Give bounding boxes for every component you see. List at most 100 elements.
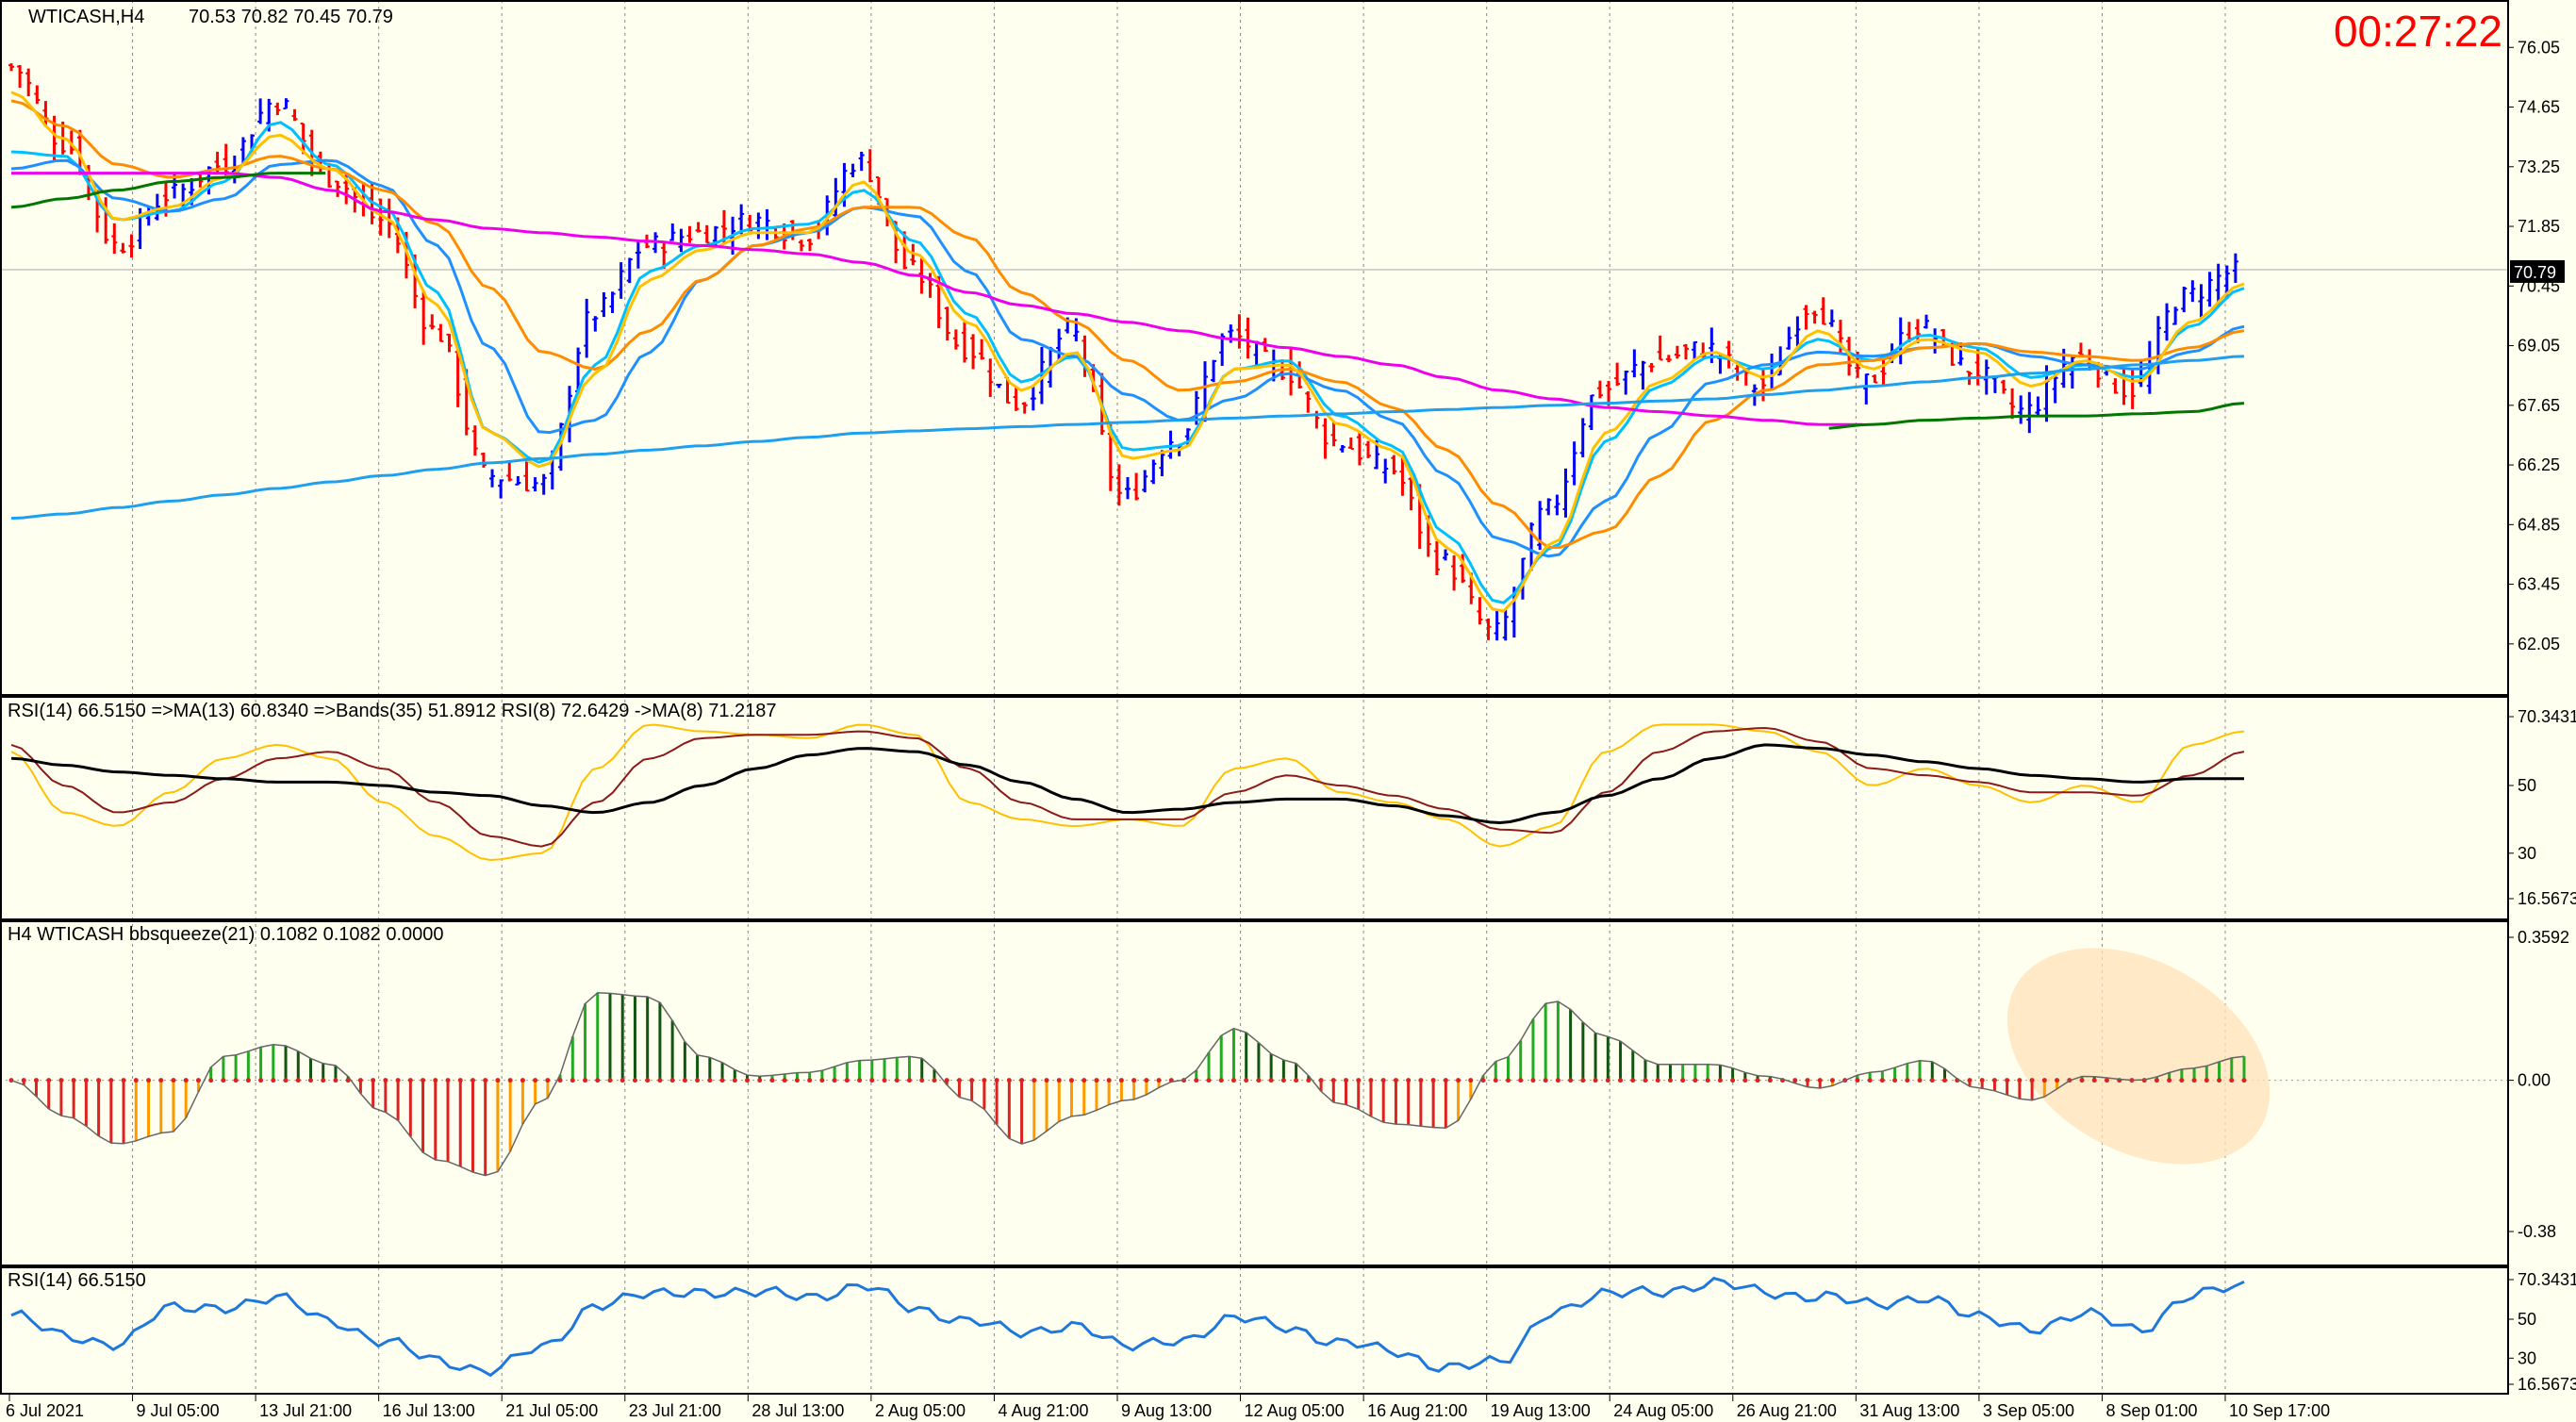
squeeze-dot	[2005, 1078, 2010, 1083]
squeeze-dot	[1330, 1078, 1336, 1083]
y-tick-label: 69.05	[2518, 337, 2560, 356]
bbsqueeze-panel[interactable]	[8, 903, 2308, 1208]
squeeze-dot	[307, 1078, 313, 1083]
squeeze-dot	[1530, 1078, 1536, 1083]
squeeze-dot	[1056, 1078, 1062, 1083]
squeeze-dot	[1294, 1078, 1299, 1083]
x-tick-label: 16 Jul 13:00	[383, 1401, 475, 1420]
squeeze-dot	[321, 1078, 326, 1083]
squeeze-dot	[1879, 1078, 1885, 1083]
panel-frame	[0, 0, 2509, 696]
squeeze-dot	[2104, 1078, 2109, 1083]
squeeze-dot	[1618, 1078, 1624, 1083]
squeeze-dot	[483, 1078, 488, 1083]
squeeze-dot	[645, 1078, 651, 1083]
squeeze-dot	[1929, 1078, 1935, 1083]
squeeze-dot	[1742, 1078, 1748, 1083]
squeeze-dot	[1094, 1078, 1099, 1083]
squeeze-dot	[357, 1078, 363, 1083]
squeeze-dot	[1967, 1078, 1973, 1083]
rsi-panel[interactable]	[10, 1276, 2245, 1378]
rsi-bands-title: RSI(14) 66.5150 =>MA(13) 60.8340 =>Bands…	[8, 701, 777, 721]
squeeze-dot	[2154, 1078, 2159, 1083]
ohlc-readout: 70.53 70.82 70.45 70.79	[189, 7, 393, 27]
squeeze-dot	[2241, 1078, 2247, 1083]
squeeze-dot	[570, 1078, 575, 1083]
squeeze-dot	[1493, 1078, 1498, 1083]
squeeze-dot	[133, 1078, 139, 1083]
squeeze-dot	[1755, 1078, 1760, 1083]
squeeze-dot	[1244, 1078, 1249, 1083]
squeeze-dot	[1418, 1078, 1424, 1083]
x-tick-label: 24 Aug 05:00	[1613, 1401, 1713, 1420]
squeeze-dot	[2229, 1078, 2235, 1083]
squeeze-dot	[1443, 1078, 1448, 1083]
ma-line-4	[10, 91, 2245, 613]
squeeze-dot	[121, 1078, 126, 1083]
x-tick-label: 19 Aug 13:00	[1491, 1401, 1591, 1420]
symbol-label: WTICASH,H4	[28, 7, 144, 27]
squeeze-dot	[21, 1078, 26, 1083]
ma-line-5	[11, 172, 1863, 426]
squeeze-dot	[1817, 1078, 1823, 1083]
ma-line-3	[10, 99, 2245, 550]
squeeze-dot	[2167, 1078, 2172, 1083]
squeeze-dot	[695, 1078, 701, 1083]
squeeze-dot	[557, 1078, 563, 1083]
squeeze-dot	[171, 1078, 176, 1083]
x-tick-label: 28 Jul 13:00	[751, 1401, 844, 1420]
current-price-box	[2510, 259, 2565, 283]
x-tick-label: 8 Sep 01:00	[2105, 1401, 2197, 1420]
squeeze-dot	[1468, 1078, 1474, 1083]
squeeze-dot	[1518, 1078, 1524, 1083]
x-tick-label: 21 Jul 05:00	[505, 1401, 598, 1420]
squeeze-dot	[421, 1078, 426, 1083]
squeeze-dot	[794, 1078, 800, 1083]
squeeze-dot	[932, 1078, 937, 1083]
squeeze-dot	[1667, 1078, 1673, 1083]
y-tick-label: 63.45	[2518, 575, 2560, 594]
y-tick-label: 16.5673	[2518, 1375, 2576, 1394]
y-tick-label: 64.85	[2518, 515, 2560, 534]
squeeze-dot	[46, 1078, 52, 1083]
x-tick-label: 10 Sep 17:00	[2229, 1401, 2330, 1420]
squeeze-dot	[2191, 1078, 2197, 1083]
current-price-label: 70.79	[2514, 263, 2556, 282]
x-tick-label: 23 Jul 21:00	[629, 1401, 721, 1420]
x-tick-label: 31 Aug 13:00	[1859, 1401, 1959, 1420]
y-tick-label: 70.45	[2518, 276, 2560, 295]
squeeze-dot	[1580, 1078, 1586, 1083]
squeeze-dot	[844, 1078, 850, 1083]
squeeze-dot	[457, 1078, 463, 1083]
squeeze-dot	[333, 1078, 339, 1083]
y-tick-label: 30	[2518, 1348, 2536, 1367]
squeeze-dot	[1792, 1078, 1798, 1083]
squeeze-dot	[445, 1078, 451, 1083]
squeeze-dot	[919, 1078, 925, 1083]
squeeze-dot	[1206, 1078, 1212, 1083]
squeeze-dot	[1032, 1078, 1037, 1083]
squeeze-dot	[595, 1078, 601, 1083]
squeeze-dot	[470, 1078, 475, 1083]
squeeze-dot	[245, 1078, 251, 1083]
squeeze-dot	[1306, 1078, 1312, 1083]
squeeze-dot	[1456, 1078, 1461, 1083]
squeeze-dot	[283, 1078, 289, 1083]
squeeze-dot	[732, 1078, 737, 1083]
squeeze-dot	[1131, 1078, 1137, 1083]
x-tick-label: 13 Jul 21:00	[259, 1401, 352, 1420]
squeeze-dot	[894, 1078, 900, 1083]
squeeze-dot	[1655, 1078, 1660, 1083]
rsi-bands-panel[interactable]	[10, 723, 2245, 862]
squeeze-dot	[271, 1078, 276, 1083]
panel-frame	[0, 920, 2509, 1266]
squeeze-dot	[583, 1078, 588, 1083]
squeeze-dot	[632, 1078, 637, 1083]
squeeze-dot	[1605, 1078, 1610, 1083]
squeeze-dot	[1118, 1078, 1124, 1083]
price-panel[interactable]: 70.79	[8, 63, 2565, 641]
squeeze-dot	[71, 1078, 76, 1083]
x-tick-label: 16 Aug 21:00	[1367, 1401, 1467, 1420]
